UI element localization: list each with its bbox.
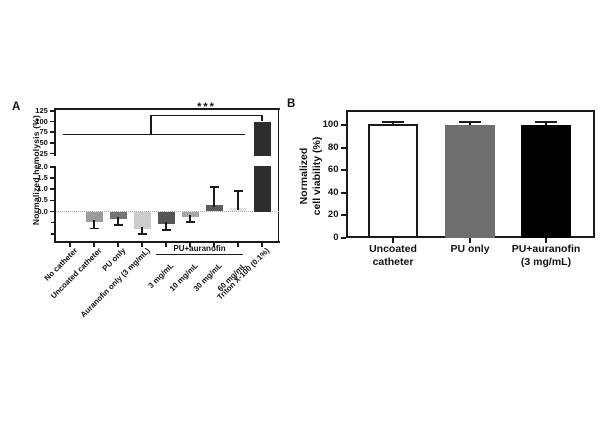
error-whisker-line [189, 215, 191, 223]
bar [368, 124, 418, 238]
significance-groups-line [63, 133, 245, 136]
x-category-label: PU+auranofin (3 mg/mL) [490, 243, 600, 268]
x-category-line: Uncoated [369, 243, 417, 255]
error-whisker-cap [233, 189, 243, 192]
y-tick-label: 60 [327, 164, 339, 176]
zero-baseline [57, 210, 279, 212]
y-tick-label: 2.0 [37, 161, 48, 171]
x-category-line: catheter [372, 255, 414, 268]
error-whisker-cap [89, 227, 99, 230]
y-tick [49, 166, 55, 168]
x-tick [392, 238, 394, 243]
y-tick-label: 80 [327, 141, 339, 153]
y-tick-label: 20 [327, 209, 339, 221]
significance-top-line [150, 114, 263, 117]
x-tick [93, 242, 95, 247]
error-whisker-line [165, 221, 167, 231]
significance-end-tick [261, 114, 263, 121]
y-tick [340, 191, 346, 194]
error-whisker-line [117, 217, 119, 226]
y-tick [49, 188, 55, 191]
y-tick [49, 131, 55, 134]
x-tick [117, 242, 119, 247]
error-whisker-cap [209, 186, 219, 189]
x-category-label: Uncoated catheter [337, 243, 449, 268]
bar-segment-lower [253, 166, 271, 212]
y-tick [340, 124, 346, 127]
y-tick [49, 120, 55, 123]
y-tick [340, 214, 346, 217]
y-tick-label: 1.5 [37, 173, 48, 183]
x-category-line: PU+auranofin [511, 243, 581, 255]
error-whisker-line [237, 191, 239, 211]
x-category-line: (3 mg/mL) [520, 255, 572, 268]
panel-a-frame-bottom [56, 241, 280, 243]
y-minor-tick [51, 232, 55, 235]
bar [445, 124, 495, 238]
error-whisker-line [141, 227, 143, 235]
x-tick [165, 242, 167, 247]
error-whisker-cap [185, 221, 195, 223]
bar [205, 204, 223, 212]
x-category-label: PU only [414, 243, 526, 256]
y-tick [49, 210, 55, 213]
y-tick-label: 0.5 [37, 195, 48, 205]
x-tick [213, 242, 215, 247]
y-tick [49, 199, 55, 202]
error-whisker-line [93, 219, 95, 230]
y-tick-label: 0 [333, 232, 339, 243]
y-tick [49, 177, 55, 179]
y-minor-tick [51, 221, 55, 224]
y-tick-label: 75 [39, 127, 48, 137]
y-tick-label: 125 [35, 106, 48, 115]
error-whisker-cap [137, 233, 147, 235]
error-whisker-cap [535, 121, 557, 124]
y-tick [340, 146, 346, 149]
bar [133, 211, 151, 230]
bar-segment-upper [253, 121, 271, 156]
bar [109, 211, 127, 220]
bar [181, 211, 199, 218]
y-tick-label: 50 [39, 137, 48, 147]
bar [85, 211, 103, 222]
y-tick-label: 25 [39, 148, 48, 158]
y-tick [49, 152, 55, 155]
y-tick [49, 142, 55, 144]
y-tick-label: 0.0 [37, 206, 48, 216]
group-bracket-label: PU+auranofin [156, 244, 243, 255]
y-tick-label: 1.0 [37, 184, 48, 194]
x-category-line: PU only [450, 243, 490, 255]
y-tick-label: 100 [322, 119, 339, 131]
error-whisker-cap [382, 121, 404, 124]
x-tick [69, 242, 71, 247]
y-tick [340, 237, 346, 239]
panel-a-letter: A [12, 101, 21, 113]
significance-stars: *** [197, 101, 216, 113]
significance-connector-line [150, 114, 152, 136]
panel-a-y-axis-upper [54, 108, 56, 156]
x-tick [141, 242, 143, 247]
error-whisker-line [213, 188, 215, 207]
panel-a-frame-right [277, 108, 280, 243]
error-whisker-cap [459, 121, 481, 124]
panel-b-letter: B [287, 98, 296, 110]
x-tick [237, 242, 239, 247]
panel-a-y-axis-lower [54, 166, 56, 243]
y-tick-label: 100 [35, 116, 48, 126]
panel-a-frame-top [56, 108, 280, 110]
x-tick [545, 238, 547, 243]
bar [157, 211, 175, 224]
x-tick [261, 242, 263, 247]
panel-b-y-axis-title-line1: Normalized [298, 147, 310, 205]
bar [521, 125, 571, 238]
x-tick [189, 242, 191, 247]
y-tick [340, 169, 346, 172]
y-tick-label: 40 [327, 186, 339, 198]
error-whisker-cap [161, 228, 171, 231]
error-whisker-cap [113, 224, 123, 227]
y-tick [49, 110, 55, 112]
x-tick [469, 238, 471, 243]
